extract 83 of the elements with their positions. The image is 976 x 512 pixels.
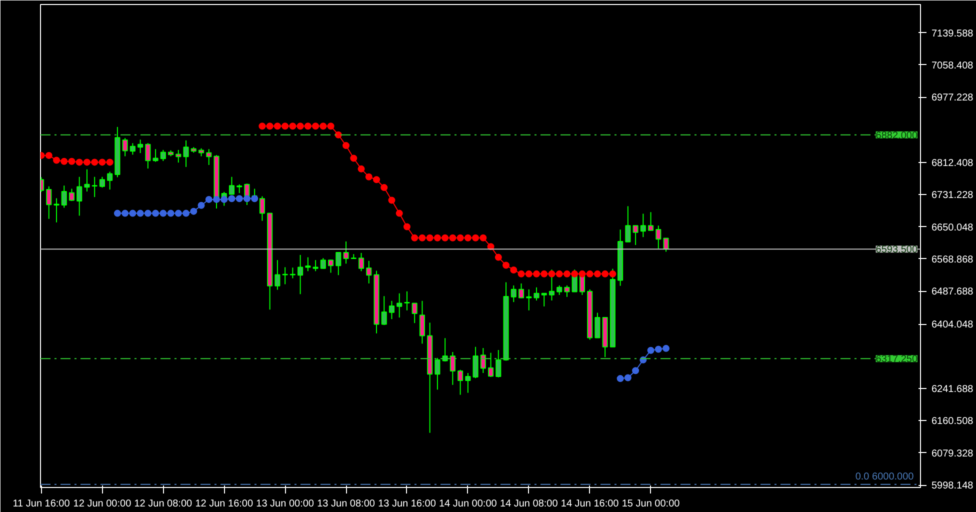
candlestick — [594, 312, 600, 338]
y-tick-label: 7058.408 — [932, 60, 974, 72]
candlestick — [358, 252, 364, 272]
candlestick — [312, 260, 318, 272]
candlestick — [228, 176, 235, 195]
candlestick — [298, 254, 304, 295]
candlestick — [518, 282, 524, 299]
ref-line-label: 0.0 6000.000 — [855, 471, 914, 482]
candlestick — [381, 296, 387, 326]
x-tick-label: 13 Jun 00:00 — [256, 498, 314, 510]
candlestick — [458, 369, 464, 396]
x-tick-label: 11 Jun 16:00 — [12, 498, 70, 510]
candlestick — [625, 206, 631, 242]
candlestick — [663, 238, 669, 252]
y-tick-label: 6568.868 — [932, 254, 974, 266]
candlestick — [92, 176, 98, 198]
ref-line-label: 6317.250 — [876, 354, 918, 366]
x-tick-label: 12 Jun 16:00 — [195, 498, 254, 510]
x-tick-label: 14 Jun 16:00 — [560, 498, 620, 510]
x-tick-label: 14 Jun 08:00 — [500, 498, 558, 510]
candlestick — [388, 300, 395, 320]
candlestick — [206, 148, 212, 166]
candlestick — [450, 351, 456, 386]
y-tick-label: 7139.588 — [932, 28, 974, 40]
candlestick — [68, 188, 75, 202]
x-tick-label: 12 Jun 00:00 — [73, 498, 132, 510]
candlestick — [84, 168, 90, 192]
candlestick — [404, 290, 410, 311]
candlestick — [138, 139, 144, 154]
x-tick-label: 13 Jun 08:00 — [317, 498, 376, 510]
candlestick — [343, 240, 349, 264]
candlestick — [472, 346, 478, 379]
x-tick-label: 14 Jun 00:00 — [439, 498, 498, 510]
candlestick — [336, 252, 342, 276]
candlestick — [648, 212, 654, 231]
y-tick-label: 6160.508 — [932, 416, 974, 428]
y-tick-label: 6812.408 — [932, 158, 974, 169]
candlestick — [99, 176, 105, 188]
candlestick — [656, 225, 662, 250]
y-tick-label: 6487.688 — [932, 286, 974, 298]
candlestick — [259, 196, 265, 222]
candlestick — [510, 284, 516, 303]
candlestick — [107, 171, 113, 190]
x-tick-label: 12 Jun 08:00 — [134, 498, 193, 510]
y-tick-label: 6079.328 — [932, 448, 974, 460]
candlestick — [541, 292, 547, 307]
y-tick-label: 6404.048 — [932, 320, 974, 331]
candlestick — [145, 142, 151, 170]
candlestick — [130, 142, 136, 156]
candlestick — [54, 198, 60, 223]
candlestick — [274, 260, 280, 290]
candlestick — [465, 372, 471, 394]
candlestick — [632, 225, 638, 246]
candlestick — [320, 258, 326, 270]
y-tick-label: 6241.688 — [932, 384, 974, 396]
y-tick-label: 6650.048 — [932, 222, 974, 234]
candlestick — [488, 352, 494, 378]
candlestick — [434, 357, 440, 390]
candlestick — [328, 259, 334, 274]
candlestick — [496, 350, 502, 378]
candlestick — [305, 256, 311, 272]
candlestick — [46, 186, 52, 220]
candlestick — [534, 286, 540, 301]
candlestick — [76, 176, 82, 216]
candlestick — [183, 140, 189, 168]
x-tick-label: 15 Jun 00:00 — [622, 498, 680, 510]
candlestick — [412, 302, 418, 324]
candlestick — [480, 348, 486, 374]
y-tick-label: 5998.148 — [932, 480, 974, 492]
candlestick — [564, 284, 570, 298]
candlestick — [556, 284, 562, 296]
candlestick — [640, 213, 646, 238]
candlestick — [396, 292, 402, 318]
x-tick-label: 13 Jun 16:00 — [378, 498, 436, 510]
y-tick-label: 6977.228 — [932, 92, 974, 104]
candlestick — [176, 149, 182, 164]
candlestick — [61, 185, 67, 208]
y-tick-label: 6731.228 — [932, 190, 974, 202]
candlestick — [366, 260, 372, 284]
candlestick — [160, 149, 166, 162]
candlestick — [122, 138, 128, 157]
candlestick — [419, 300, 425, 344]
candlestick — [152, 148, 158, 162]
